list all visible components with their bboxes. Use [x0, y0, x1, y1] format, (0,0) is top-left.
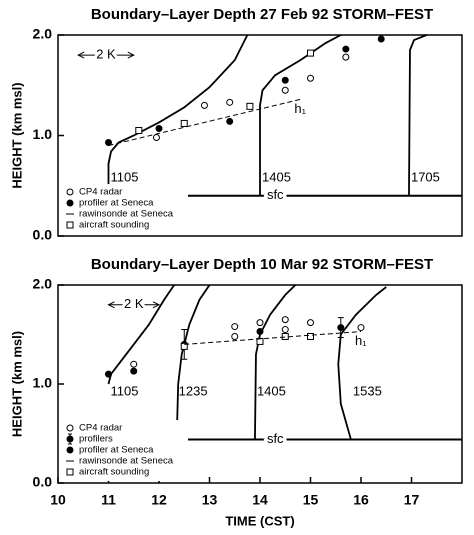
chart-title: Boundary–Layer Depth 10 Mar 92 STORM–FES… [91, 256, 433, 273]
marker [281, 316, 289, 324]
x-axis-label: TIME (CST) [225, 513, 294, 528]
marker [342, 45, 350, 53]
legend-box [60, 420, 188, 481]
marker [307, 332, 314, 340]
arrow-head [77, 51, 85, 59]
x-tick-label: 15 [303, 492, 319, 508]
x-tick-label: 10 [50, 492, 66, 508]
y-tick-label: 1.0 [33, 375, 53, 391]
y-tick-label: 2.0 [33, 276, 53, 292]
marker [180, 342, 188, 350]
profile-label: 1705 [411, 169, 440, 184]
legend-label: profiler at Seneca [79, 198, 154, 209]
h1-label: h₁ [355, 333, 367, 348]
profile-label: 1105 [111, 383, 139, 398]
marker [130, 360, 138, 368]
marker [377, 35, 385, 43]
legend-symbol [66, 468, 74, 476]
legend-symbol [66, 199, 74, 207]
marker [281, 86, 289, 94]
legend-symbol [66, 435, 74, 443]
profile-label: 1405 [262, 169, 291, 184]
marker [130, 367, 138, 375]
legend-symbol [66, 446, 74, 454]
legend-label: rawinsonde at Seneca [79, 456, 174, 467]
legend-symbol [66, 221, 74, 229]
h1-line [108, 98, 301, 147]
legend-label: CP4 radar [79, 423, 122, 434]
scale-bar-label: 2 K [124, 296, 144, 311]
marker [135, 126, 143, 134]
marker [246, 102, 254, 110]
marker [307, 319, 314, 327]
rawinsonde-profile [254, 284, 296, 440]
y-tick-label: 0.0 [33, 474, 53, 490]
marker [307, 49, 314, 57]
arrow-head [152, 301, 161, 309]
legend-label: CP4 radar [79, 187, 122, 198]
rawinsonde-profile [107, 284, 175, 385]
y-tick-label: 0.0 [33, 227, 53, 243]
legend-symbol [66, 188, 74, 196]
profile-label: 1405 [257, 383, 286, 398]
marker [256, 319, 264, 327]
y-axis-label: HEIGHT (km msl) [9, 82, 24, 188]
legend-label: aircraft sounding [79, 467, 149, 478]
profile-label: 1235 [179, 383, 208, 398]
rawinsonde-profile [107, 34, 249, 196]
rawinsonde-profile [408, 34, 427, 196]
marker [180, 119, 188, 127]
marker [281, 76, 289, 84]
x-tick-label: 12 [151, 492, 167, 508]
profile-label: 1105 [111, 169, 139, 184]
marker [281, 326, 289, 334]
x-tick-label: 13 [202, 492, 218, 508]
marker [231, 332, 239, 340]
marker [342, 53, 350, 61]
scale-bar-label: 2 K [96, 47, 116, 62]
surface-label: sfc [267, 431, 284, 446]
y-tick-label: 2.0 [33, 26, 53, 42]
legend-label: profiler at Seneca [79, 445, 154, 456]
marker [231, 323, 239, 331]
legend-label: aircraft sounding [79, 220, 149, 231]
marker [226, 117, 234, 125]
rawinsonde-profile [259, 34, 342, 196]
marker [200, 101, 208, 109]
y-axis-label: HEIGHT (km msl) [9, 331, 24, 437]
arrow-head [107, 301, 115, 309]
x-tick-label: 16 [353, 492, 369, 508]
h1-line [184, 331, 362, 345]
legend-label: profilers [79, 434, 113, 445]
legend-box [60, 184, 188, 234]
h1-label: h₁ [294, 101, 306, 116]
x-tick-label: 11 [101, 492, 116, 508]
marker [357, 324, 365, 332]
x-tick-label: 14 [252, 492, 268, 508]
rawinsonde-profile [337, 286, 387, 440]
profile-label: 1535 [353, 383, 382, 398]
x-tick-label: 17 [404, 492, 420, 508]
surface-label: sfc [267, 187, 284, 202]
chart-title: Boundary–Layer Depth 27 Feb 92 STORM–FES… [91, 6, 433, 23]
legend-symbol [66, 424, 74, 432]
marker [152, 134, 160, 142]
y-tick-label: 1.0 [33, 126, 53, 142]
marker [307, 74, 314, 82]
marker [337, 324, 345, 332]
arrow-head [127, 51, 135, 59]
legend-label: rawinsonde at Seneca [79, 209, 174, 220]
rawinsonde-profile [175, 284, 211, 440]
marker [281, 332, 289, 340]
marker [226, 98, 234, 106]
marker [155, 124, 163, 132]
